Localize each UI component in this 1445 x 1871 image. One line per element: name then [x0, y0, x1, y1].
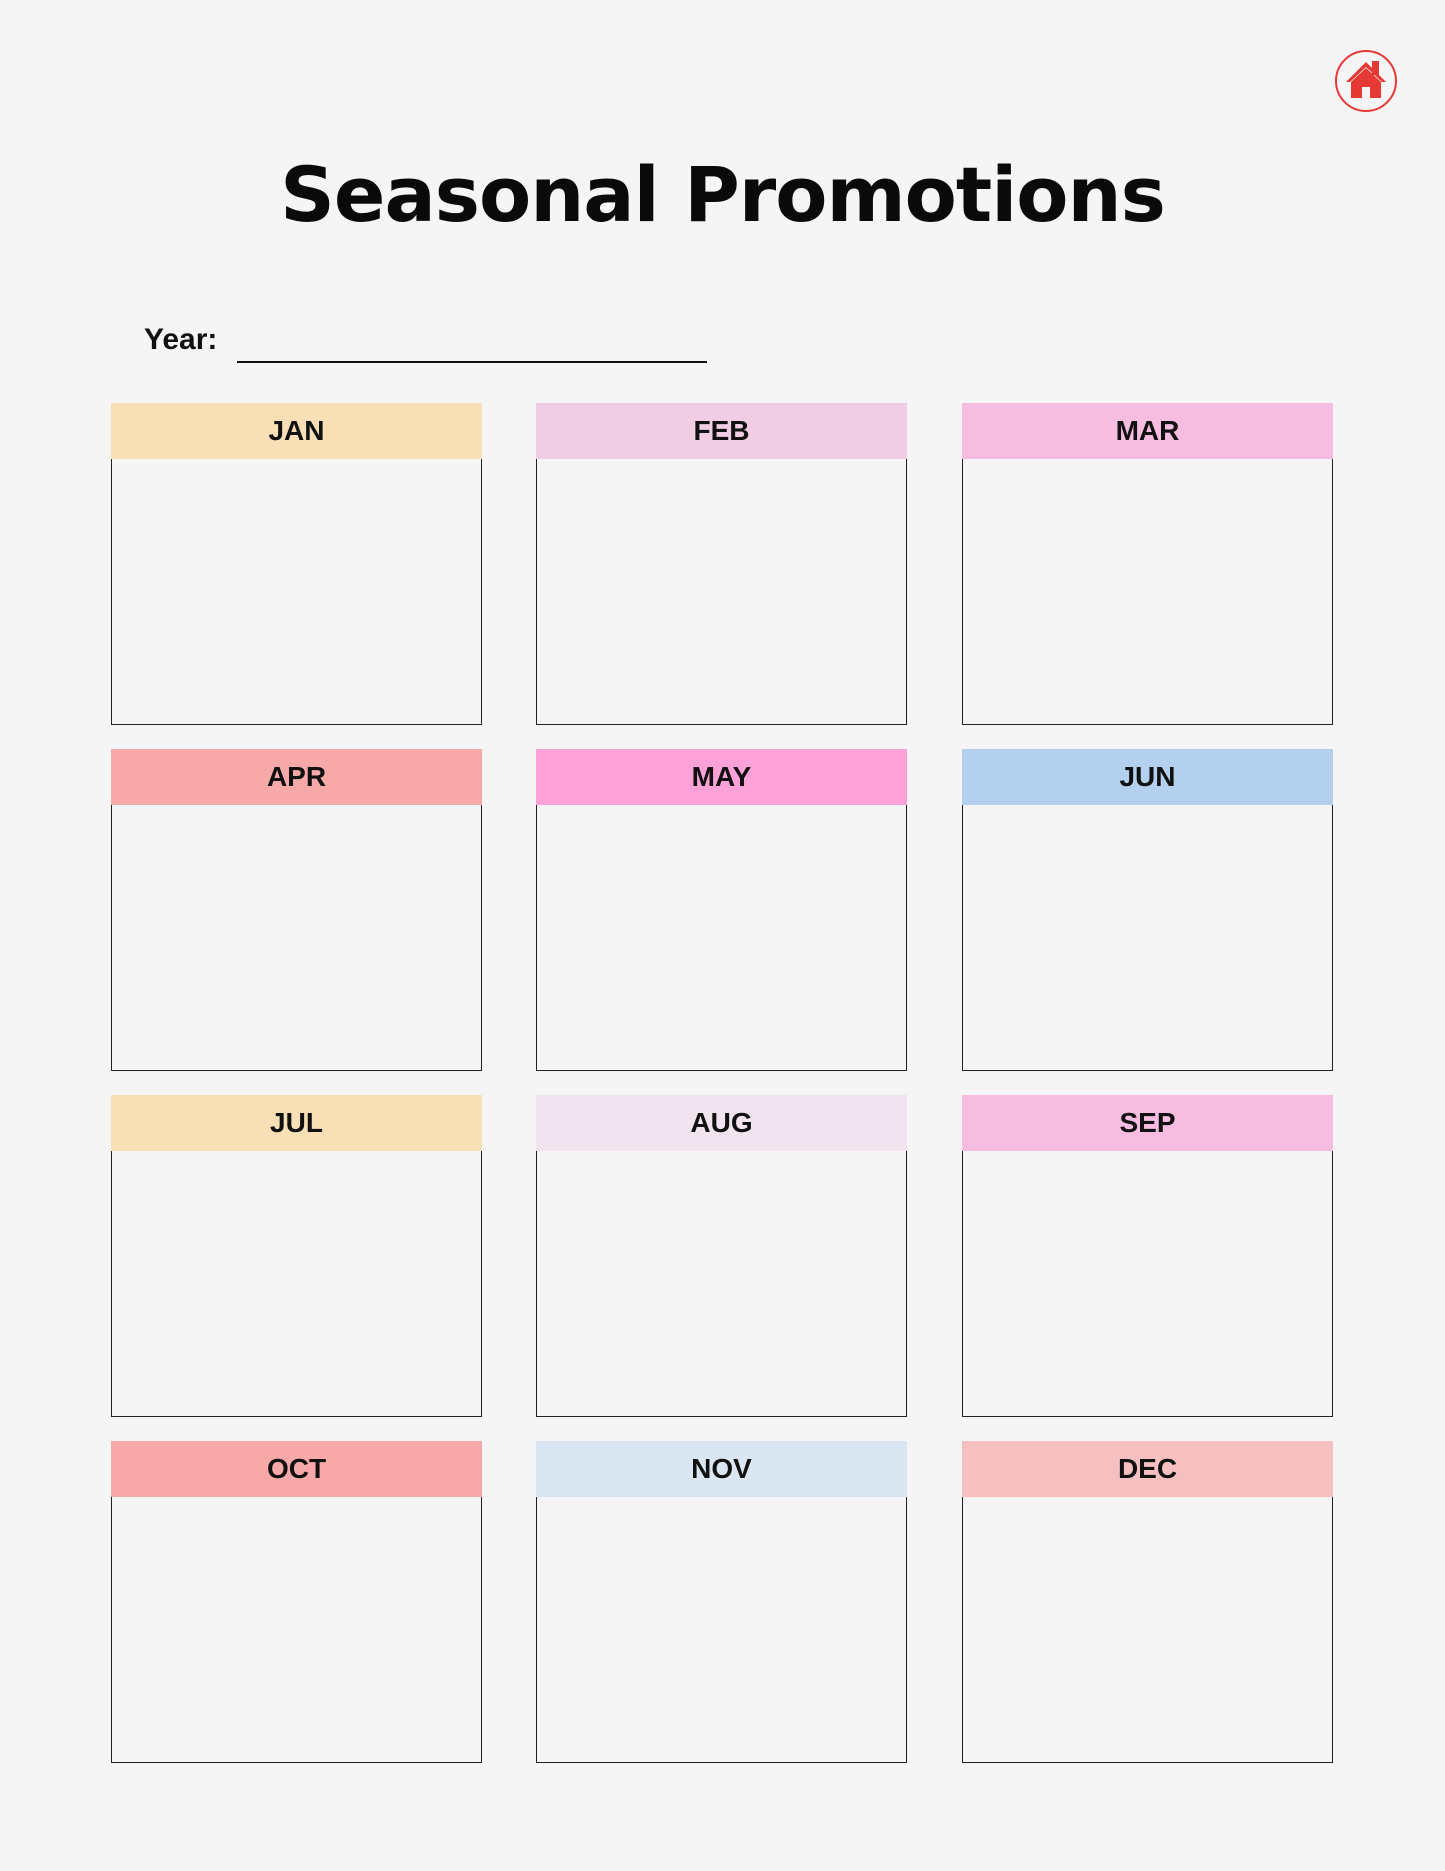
month-header: JUL	[111, 1095, 482, 1151]
month-header: JAN	[111, 403, 482, 459]
month-header: OCT	[111, 1441, 482, 1497]
month-header: AUG	[536, 1095, 907, 1151]
month-header: MAR	[962, 403, 1333, 459]
year-label: Year:	[144, 323, 218, 356]
month-header: APR	[111, 749, 482, 805]
month-header: MAY	[536, 749, 907, 805]
month-header: SEP	[962, 1095, 1333, 1151]
month-header: NOV	[536, 1441, 907, 1497]
month-box-may[interactable]: MAY	[536, 749, 907, 1071]
month-box-oct[interactable]: OCT	[111, 1441, 482, 1763]
year-input-line[interactable]	[237, 361, 707, 363]
home-icon[interactable]	[1334, 49, 1398, 113]
month-box-jan[interactable]: JAN	[111, 403, 482, 725]
month-box-jul[interactable]: JUL	[111, 1095, 482, 1417]
month-box-aug[interactable]: AUG	[536, 1095, 907, 1417]
month-header: DEC	[962, 1441, 1333, 1497]
page-title: Seasonal Promotions	[280, 150, 1166, 239]
month-box-mar[interactable]: MAR	[962, 403, 1333, 725]
month-header: JUN	[962, 749, 1333, 805]
month-box-feb[interactable]: FEB	[536, 403, 907, 725]
month-box-sep[interactable]: SEP	[962, 1095, 1333, 1417]
month-box-dec[interactable]: DEC	[962, 1441, 1333, 1763]
month-header: FEB	[536, 403, 907, 459]
month-box-apr[interactable]: APR	[111, 749, 482, 1071]
month-box-jun[interactable]: JUN	[962, 749, 1333, 1071]
month-box-nov[interactable]: NOV	[536, 1441, 907, 1763]
